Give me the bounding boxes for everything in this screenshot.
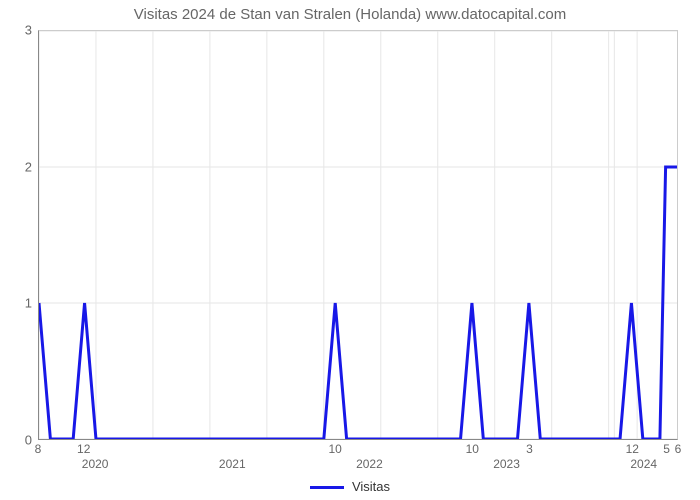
x-tick-label: 8 [35, 442, 42, 456]
y-tick-label: 2 [4, 159, 32, 174]
visits-chart: Visitas 2024 de Stan van Stralen (Holand… [0, 0, 700, 500]
legend-swatch [310, 486, 344, 489]
legend-label: Visitas [352, 479, 390, 494]
plot-area [38, 30, 678, 440]
chart-title: Visitas 2024 de Stan van Stralen (Holand… [0, 6, 700, 23]
y-tick-label: 1 [4, 296, 32, 311]
x-tick-label: 3 [526, 442, 533, 456]
x-year-label: 2020 [82, 457, 109, 471]
x-year-label: 2021 [219, 457, 246, 471]
x-tick-label: 10 [328, 442, 341, 456]
x-tick-label: 5 [663, 442, 670, 456]
x-tick-label: 12 [626, 442, 639, 456]
chart-svg [39, 31, 677, 439]
legend: Visitas [0, 479, 700, 494]
y-tick-label: 3 [4, 23, 32, 38]
x-tick-label: 12 [77, 442, 90, 456]
x-tick-label: 6 [675, 442, 682, 456]
y-tick-label: 0 [4, 433, 32, 448]
x-year-label: 2024 [630, 457, 657, 471]
x-year-label: 2022 [356, 457, 383, 471]
x-tick-label: 10 [466, 442, 479, 456]
x-year-label: 2023 [493, 457, 520, 471]
